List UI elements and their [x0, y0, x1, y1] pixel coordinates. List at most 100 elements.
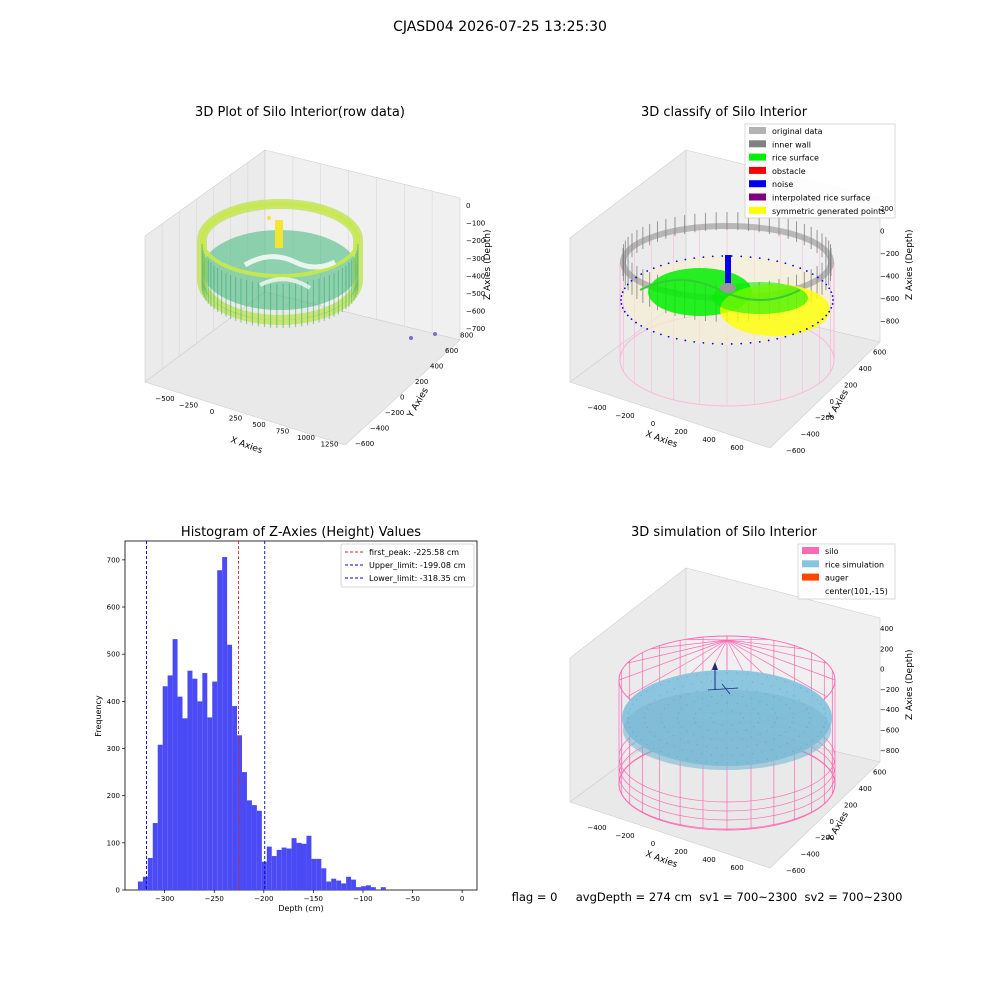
simulation-y-tick-label: 0 — [830, 818, 834, 826]
histogram-bar — [336, 880, 342, 890]
classify-legend-label: obstacle — [772, 167, 806, 176]
histogram-bar — [217, 570, 223, 890]
histogram-xlabel: Depth (cm) — [278, 904, 323, 913]
histogram-y-tick-label: 200 — [107, 792, 120, 800]
histogram-bar — [162, 686, 168, 890]
panel-simulation-3d: 3D simulation of Silo Interior silo rice … — [569, 525, 915, 875]
classify-point-cloud — [619, 212, 835, 407]
histogram-y-tick-label: 100 — [107, 839, 120, 847]
histogram-y-tick-label: 400 — [107, 698, 120, 706]
simulation-x-tick-label: −400 — [587, 824, 606, 832]
simulation-zlabel: Z Axies (Depth) — [905, 649, 915, 720]
classify-x-tick-label: 0 — [651, 420, 655, 428]
classify-z-tick-label: −400 — [880, 273, 899, 281]
simulation-x-tick-label: −200 — [615, 832, 634, 840]
simulation-legend-label: silo — [825, 547, 839, 556]
histogram-bar — [227, 644, 233, 890]
histogram-bar — [207, 717, 213, 890]
classify-legend-label: inner wall — [772, 140, 811, 149]
histogram-x-tick-label: −100 — [353, 895, 372, 903]
simulation-z-tick-label: 0 — [880, 666, 884, 674]
histogram-bar — [341, 883, 347, 890]
raw-point-cloud — [197, 199, 437, 340]
simulation-y-tick-label: 600 — [873, 769, 886, 777]
histogram-bar — [147, 857, 153, 890]
histogram-x-tick-label: −150 — [304, 895, 323, 903]
classify-legend-label: noise — [772, 180, 793, 189]
simulation-title: 3D simulation of Silo Interior — [631, 525, 818, 540]
histogram-y-ticks: 0 100 200 300 400 500 600 700 — [107, 556, 125, 895]
panel-classify-title: 3D classify of Silo Interior — [641, 105, 808, 120]
classify-z-tick-label: 0 — [880, 228, 884, 236]
simulation-x-tick-label: 600 — [730, 864, 743, 872]
raw-z-tick-label: −500 — [466, 290, 485, 298]
histogram-bar — [380, 887, 386, 890]
histogram-x-ticks: −300 −250 −200 −150 −100 −50 0 — [155, 890, 464, 903]
raw-x-tick-label: 0 — [210, 408, 214, 416]
simulation-legend-label: rice simulation — [825, 560, 884, 569]
histogram-bar — [266, 846, 272, 890]
simulation-x-tick-label: 400 — [702, 856, 715, 864]
classify-y-tick-label: −400 — [801, 431, 820, 439]
histogram-bar — [286, 848, 292, 890]
raw-z-tick-label: −600 — [466, 308, 485, 316]
histogram-bar — [271, 856, 277, 890]
histogram-bar — [261, 861, 267, 890]
raw-z-tick-label: −700 — [466, 325, 485, 333]
classify-x-tick-label: 200 — [674, 428, 687, 436]
histogram-bar — [246, 800, 252, 890]
panel-raw-title: 3D Plot of Silo Interior(row data) — [195, 105, 405, 120]
classify-y-tick-label: 400 — [859, 365, 872, 373]
histogram-bar — [281, 847, 287, 890]
raw-x-tick-label: 250 — [229, 415, 242, 423]
histogram-bar — [187, 670, 193, 890]
simulation-z-tick-label: 200 — [880, 645, 893, 653]
histogram-bar — [331, 878, 337, 890]
histogram-bar — [276, 849, 282, 890]
histogram-bar — [311, 858, 317, 890]
histogram-bar — [370, 887, 376, 890]
panel-histogram: Histogram of Z-Axies (Height) Values −30… — [94, 525, 478, 913]
classify-y-tick-label: −200 — [815, 414, 834, 422]
simulation-z-tick-label: 400 — [880, 625, 893, 633]
classify-legend: original data inner wall rice surface obsta… — [744, 123, 896, 219]
raw-x-tick-label: 500 — [252, 421, 265, 429]
histogram-y-tick-label: 0 — [116, 887, 120, 895]
classify-legend-label: original data — [772, 127, 823, 136]
histogram-legend-label: Lower_limit: -318.35 cm — [369, 574, 466, 583]
histogram-bar — [172, 639, 178, 890]
classify-x-tick-label: 400 — [702, 436, 715, 444]
classify-y-tick-label: 600 — [873, 349, 886, 357]
histogram-bar — [291, 838, 297, 890]
histogram-bar — [321, 868, 327, 890]
classify-legend-label: symmetric generated points — [772, 207, 885, 216]
raw-y-tick-label: 200 — [415, 378, 428, 386]
panel-classify-3d: 3D classify of Silo Interior origina — [569, 105, 915, 455]
raw-x-tick-label: −250 — [179, 402, 198, 410]
raw-z-tick-label: −200 — [466, 237, 485, 245]
histogram-ylabel: Frequency — [94, 695, 103, 737]
figure-suptitle: CJASD04 2026-07-25 13:25:30 — [393, 19, 607, 35]
histogram-bars — [137, 557, 386, 890]
raw-x-tick-label: 1250 — [321, 441, 339, 449]
histogram-y-tick-label: 700 — [107, 556, 120, 564]
simulation-z-ticks: 400 200 0 −200 −400 −600 −800 — [880, 625, 899, 755]
simulation-y-tick-label: −200 — [815, 834, 834, 842]
histogram-bar — [356, 887, 361, 890]
histogram-threshold-lines — [146, 541, 266, 890]
classify-x-tick-label: 600 — [730, 444, 743, 452]
raw-xlabel: X Axies — [229, 435, 264, 456]
histogram-bar — [346, 876, 352, 890]
simulation-y-tick-label: 200 — [844, 801, 857, 809]
simulation-silo-mesh — [618, 635, 836, 831]
simulation-y-tick-label: −400 — [801, 851, 820, 859]
raw-y-tick-label: 800 — [460, 332, 473, 340]
simulation-y-tick-label: 400 — [859, 785, 872, 793]
simulation-x-ticks: −400 −200 0 200 400 600 — [587, 824, 743, 872]
histogram-bar — [177, 696, 183, 890]
histogram-bar — [256, 810, 262, 890]
classify-y-tick-label: 200 — [844, 381, 857, 389]
histogram-bar — [192, 678, 198, 890]
